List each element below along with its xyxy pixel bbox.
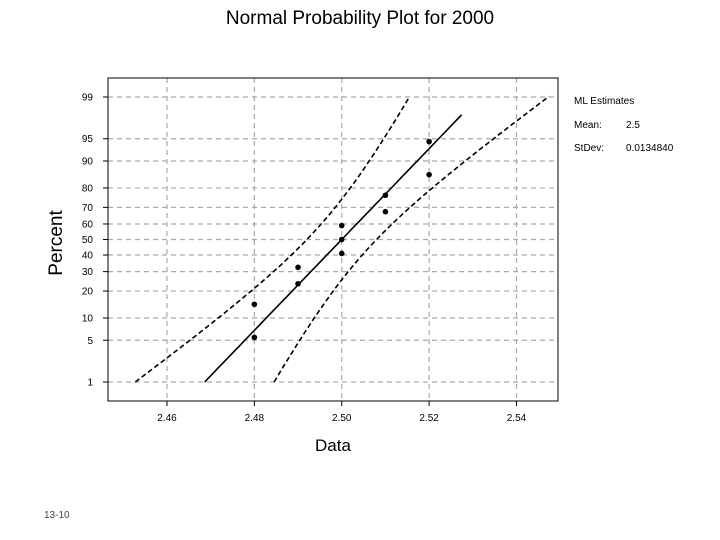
slide-number: 13-10: [44, 510, 70, 521]
data-point: [426, 171, 432, 178]
grid-lines: [108, 78, 558, 401]
y-axis-label: Percent: [46, 210, 67, 276]
x-axis-ticks: 2.46 2.48 2.50 2.52 2.54: [157, 401, 527, 424]
data-point: [338, 236, 345, 243]
y-tick-label: 20: [82, 287, 94, 298]
y-tick-label: 5: [87, 336, 93, 347]
y-tick-label: 10: [82, 314, 94, 325]
estimate-stdev-label: StDev:: [574, 143, 604, 154]
estimate-mean-value: 2.5: [626, 120, 640, 131]
fit-line: [204, 114, 463, 383]
y-tick-label: 90: [82, 156, 94, 167]
x-tick-label: 2.46: [157, 413, 177, 424]
data-point: [295, 280, 301, 287]
upper-confidence-band: [273, 95, 550, 383]
x-tick-label: 2.50: [332, 413, 352, 424]
confidence-bands: [134, 95, 550, 383]
ml-estimates-box: ML Estimates Mean: 2.5 StDev: 0.0134840: [574, 96, 674, 154]
estimate-stdev-value: 0.0134840: [626, 143, 674, 154]
x-axis-label: Data: [315, 436, 351, 455]
data-point: [251, 301, 258, 308]
chart-title: Normal Probability Plot for 2000: [225, 8, 495, 29]
x-tick-label: 2.54: [507, 413, 527, 424]
estimates-heading: ML Estimates: [574, 96, 634, 107]
x-tick-label: 2.48: [245, 413, 265, 424]
y-tick-label: 95: [82, 134, 94, 145]
fit-line-group: [204, 114, 463, 383]
x-tick-label: 2.52: [419, 413, 439, 424]
y-tick-label: 50: [82, 235, 94, 246]
y-tick-label: 30: [82, 267, 94, 278]
y-tick-label: 60: [82, 219, 94, 230]
y-tick-label: 40: [82, 251, 94, 262]
data-point: [338, 250, 345, 257]
y-axis-ticks: 1 5 10 20 30 40 50 60 70 80 90 95 99: [82, 93, 108, 389]
data-point: [426, 138, 432, 145]
data-point: [251, 334, 258, 341]
y-tick-label: 80: [82, 183, 94, 194]
y-tick-label: 1: [87, 378, 93, 389]
data-point: [382, 192, 389, 199]
data-points: [251, 138, 432, 341]
data-point: [338, 222, 345, 229]
y-tick-label: 70: [82, 203, 94, 214]
y-tick-label: 99: [82, 93, 94, 104]
estimate-mean-label: Mean:: [574, 120, 602, 131]
data-point: [382, 208, 389, 215]
data-point: [295, 264, 301, 271]
